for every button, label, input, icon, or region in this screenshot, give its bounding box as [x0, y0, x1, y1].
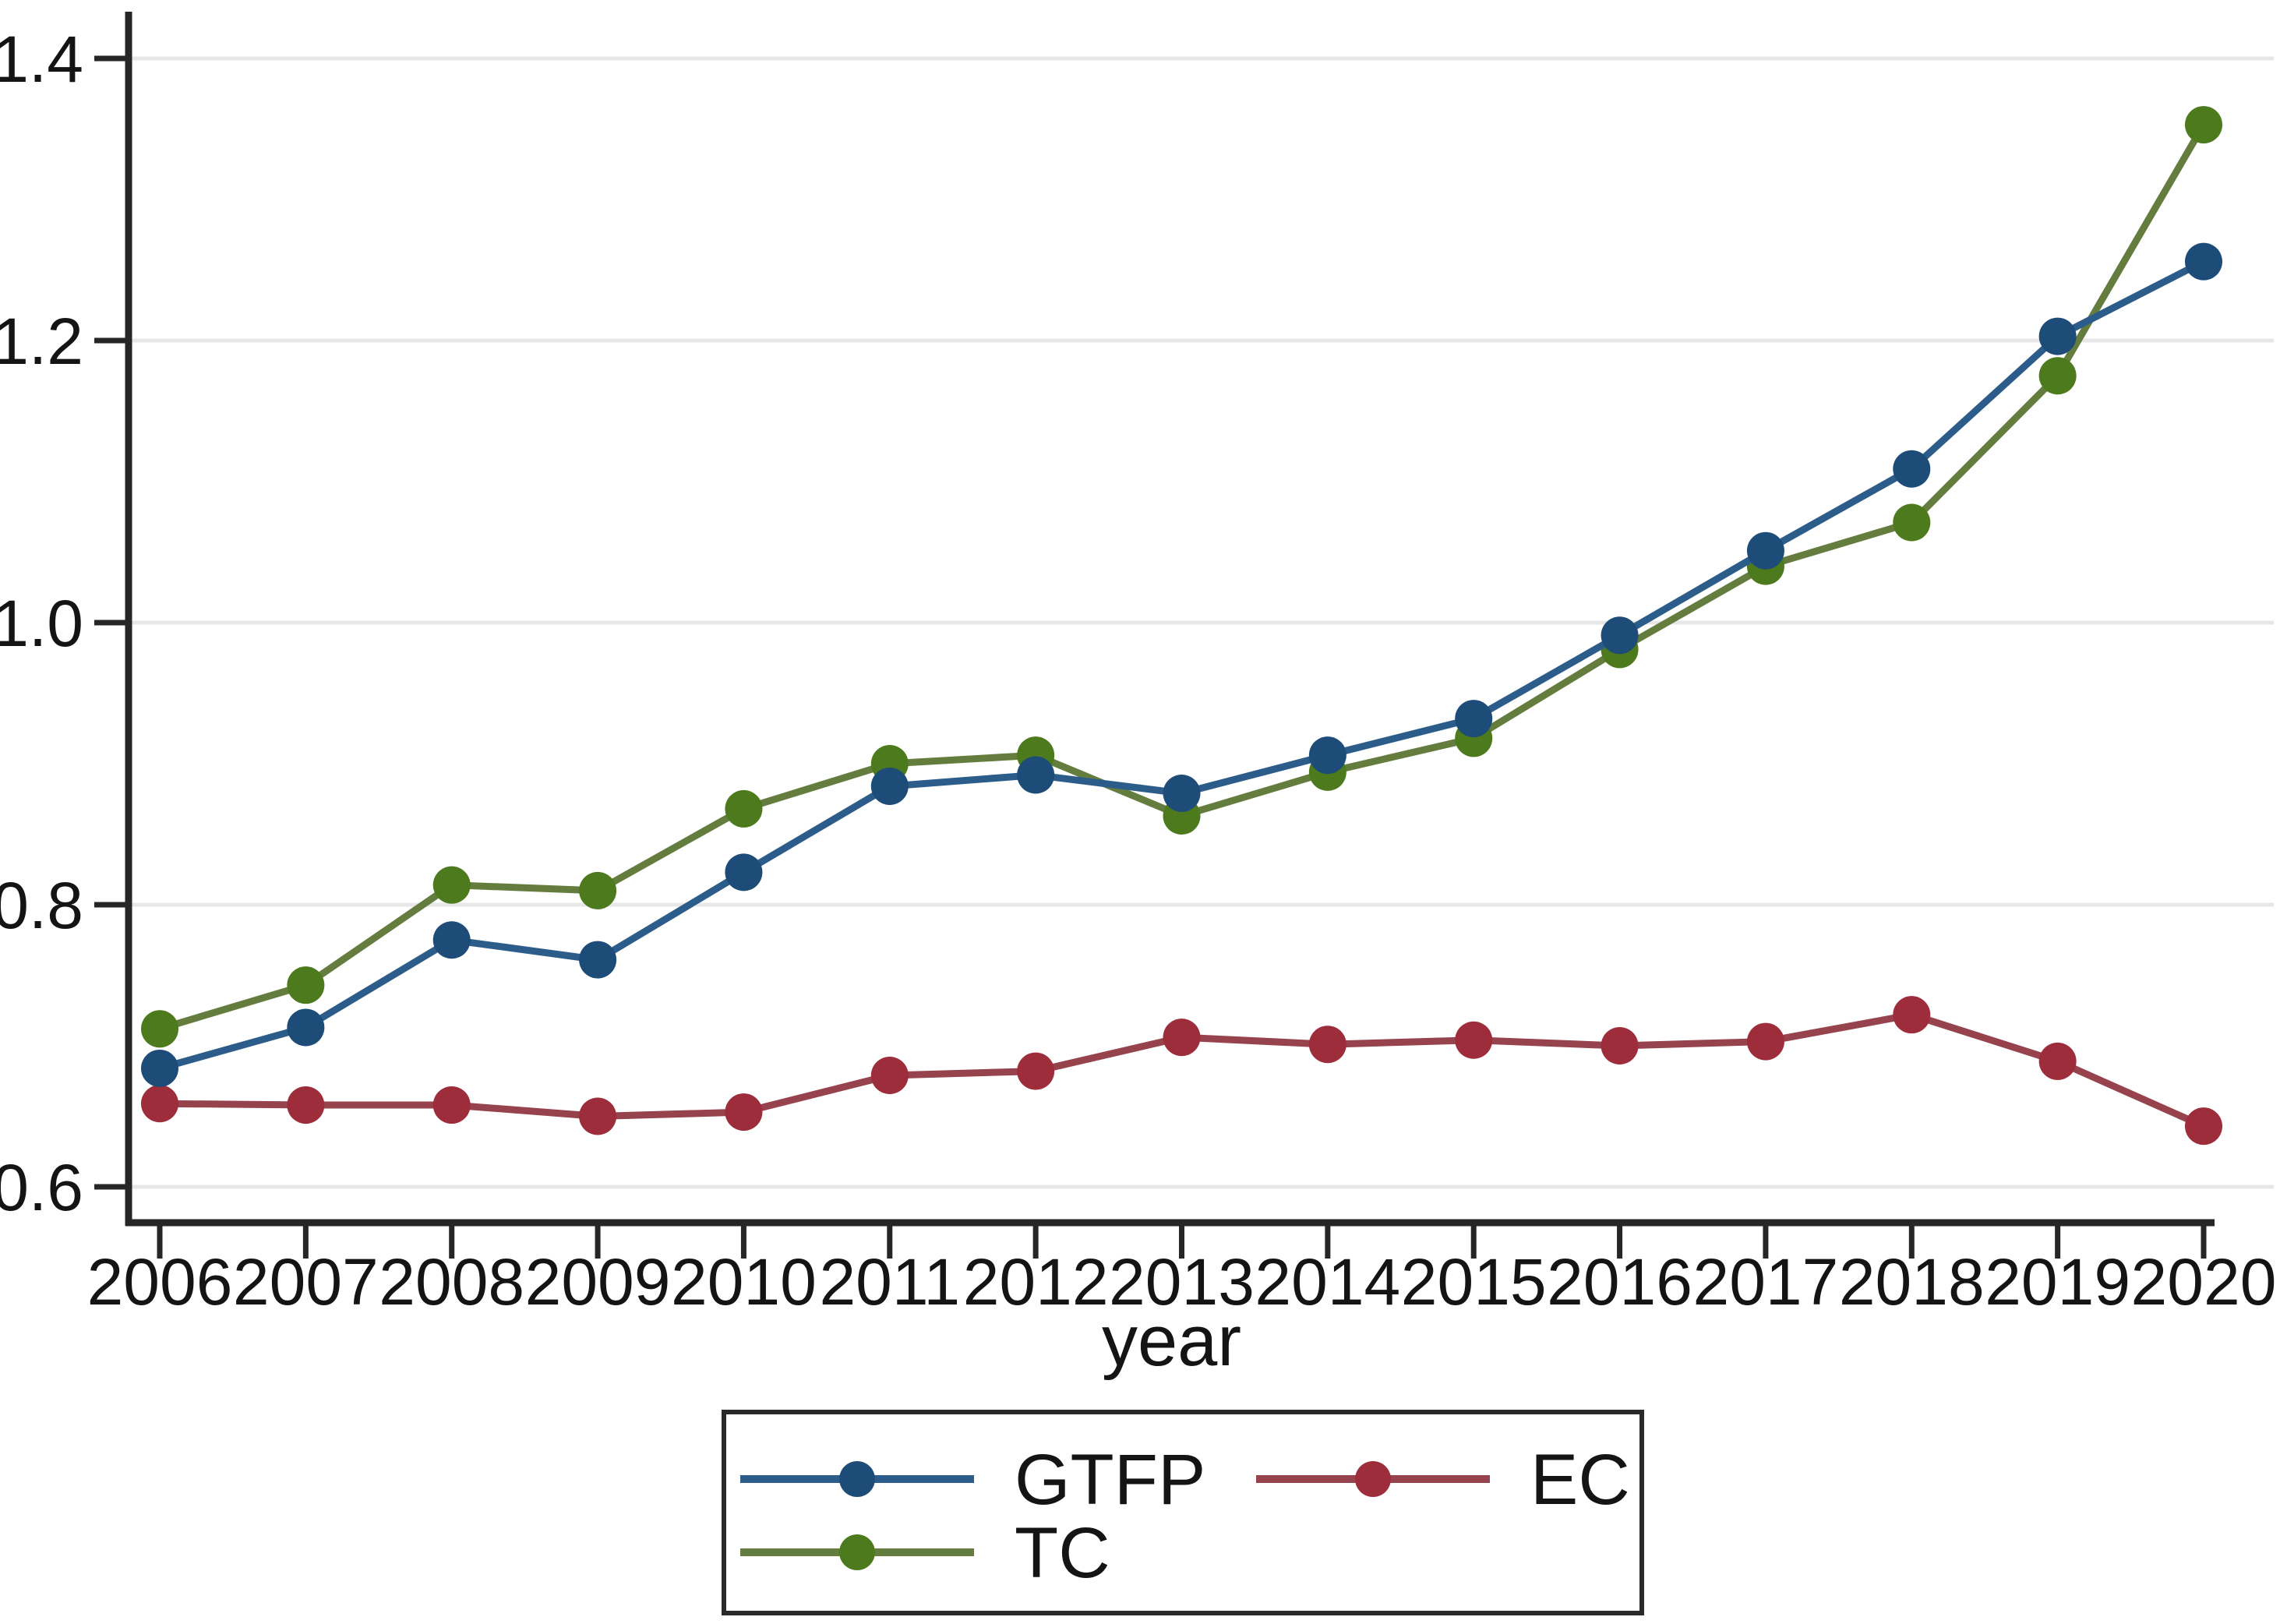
x-tick-label-2010: 2010	[671, 1245, 817, 1319]
data-point-TC-2020	[2184, 106, 2222, 144]
data-point-GTFP-2014	[1308, 736, 1346, 775]
data-point-EC-2018	[1893, 996, 1931, 1034]
x-tick-label-2009: 2009	[525, 1245, 671, 1319]
x-tick-label-2012: 2012	[963, 1245, 1109, 1319]
legend-box	[722, 1410, 1644, 1615]
legend-entry-EC	[1256, 1461, 1490, 1497]
data-point-GTFP-2017	[1746, 531, 1784, 570]
data-point-GTFP-2009	[579, 941, 617, 979]
x-tick-label-2014: 2014	[1255, 1245, 1400, 1319]
legend-marker-GTFP	[839, 1461, 875, 1497]
x-tick-label-2013: 2013	[1109, 1245, 1255, 1319]
axes	[94, 12, 2215, 1259]
data-point-TC-2010	[725, 789, 763, 828]
data-point-EC-2015	[1455, 1021, 1493, 1059]
series-GTFP	[141, 242, 2222, 1087]
data-point-EC-2014	[1308, 1026, 1346, 1064]
y-tick-label-1.4: 1.4	[0, 23, 83, 96]
data-point-GTFP-2013	[1163, 775, 1201, 813]
data-point-TC-2009	[579, 871, 617, 909]
x-tick-label-2016: 2016	[1547, 1245, 1692, 1319]
legend-label-TC: TC	[1015, 1513, 1110, 1593]
x-tick-label-2015: 2015	[1401, 1245, 1547, 1319]
data-point-EC-2007	[287, 1086, 325, 1124]
data-point-GTFP-2020	[2184, 242, 2222, 281]
data-point-EC-2006	[141, 1085, 178, 1123]
y-tick-label-0.6: 0.6	[0, 1151, 83, 1224]
y-tick-label-1.0: 1.0	[0, 587, 83, 660]
data-point-EC-2012	[1017, 1052, 1055, 1090]
data-point-TC-2019	[2038, 357, 2077, 395]
data-point-EC-2010	[725, 1093, 763, 1132]
legend-marker-TC	[839, 1534, 875, 1570]
data-point-GTFP-2018	[1893, 450, 1931, 488]
legend-entry-TC	[740, 1534, 974, 1570]
data-point-GTFP-2011	[870, 767, 909, 805]
data-point-EC-2020	[2184, 1107, 2222, 1146]
legend	[722, 1410, 1644, 1615]
data-point-EC-2017	[1746, 1022, 1784, 1061]
x-tick-label-2006: 2006	[87, 1245, 233, 1319]
x-axis-title: year	[1102, 1301, 1241, 1381]
legend-entry-GTFP	[740, 1461, 974, 1497]
data-point-TC-2008	[432, 866, 471, 904]
data-point-GTFP-2019	[2038, 317, 2077, 355]
data-point-EC-2016	[1601, 1027, 1639, 1064]
x-tick-label-2019: 2019	[1985, 1245, 2130, 1319]
gridlines	[132, 56, 2274, 1189]
y-tick-label-1.2: 1.2	[0, 305, 83, 378]
legend-marker-EC	[1355, 1461, 1391, 1497]
data-point-EC-2013	[1163, 1019, 1201, 1057]
x-tick-label-2011: 2011	[819, 1245, 960, 1319]
x-tick-label-2018: 2018	[1839, 1245, 1985, 1319]
data-point-GTFP-2010	[725, 853, 763, 891]
x-tick-label-2020: 2020	[2131, 1245, 2277, 1319]
legend-label-EC: EC	[1530, 1440, 1630, 1520]
series-EC	[141, 996, 2222, 1146]
x-tick-label-2017: 2017	[1692, 1245, 1838, 1319]
data-point-EC-2019	[2038, 1042, 2077, 1080]
data-point-EC-2009	[579, 1097, 617, 1135]
legend-label-GTFP: GTFP	[1015, 1440, 1205, 1520]
data-point-GTFP-2006	[141, 1049, 178, 1087]
data-point-TC-2006	[141, 1010, 178, 1048]
data-point-GTFP-2007	[287, 1008, 325, 1047]
y-tick-label-0.8: 0.8	[0, 869, 83, 942]
data-point-TC-2018	[1893, 503, 1931, 542]
data-point-TC-2007	[287, 966, 325, 1004]
data-point-EC-2008	[432, 1086, 471, 1124]
data-point-EC-2011	[870, 1057, 909, 1095]
data-point-GTFP-2016	[1601, 616, 1639, 655]
data-point-GTFP-2012	[1017, 756, 1055, 794]
data-point-GTFP-2008	[432, 921, 471, 959]
x-tick-label-2008: 2008	[379, 1245, 524, 1319]
x-tick-label-2007: 2007	[233, 1245, 379, 1319]
data-point-GTFP-2015	[1455, 700, 1493, 738]
